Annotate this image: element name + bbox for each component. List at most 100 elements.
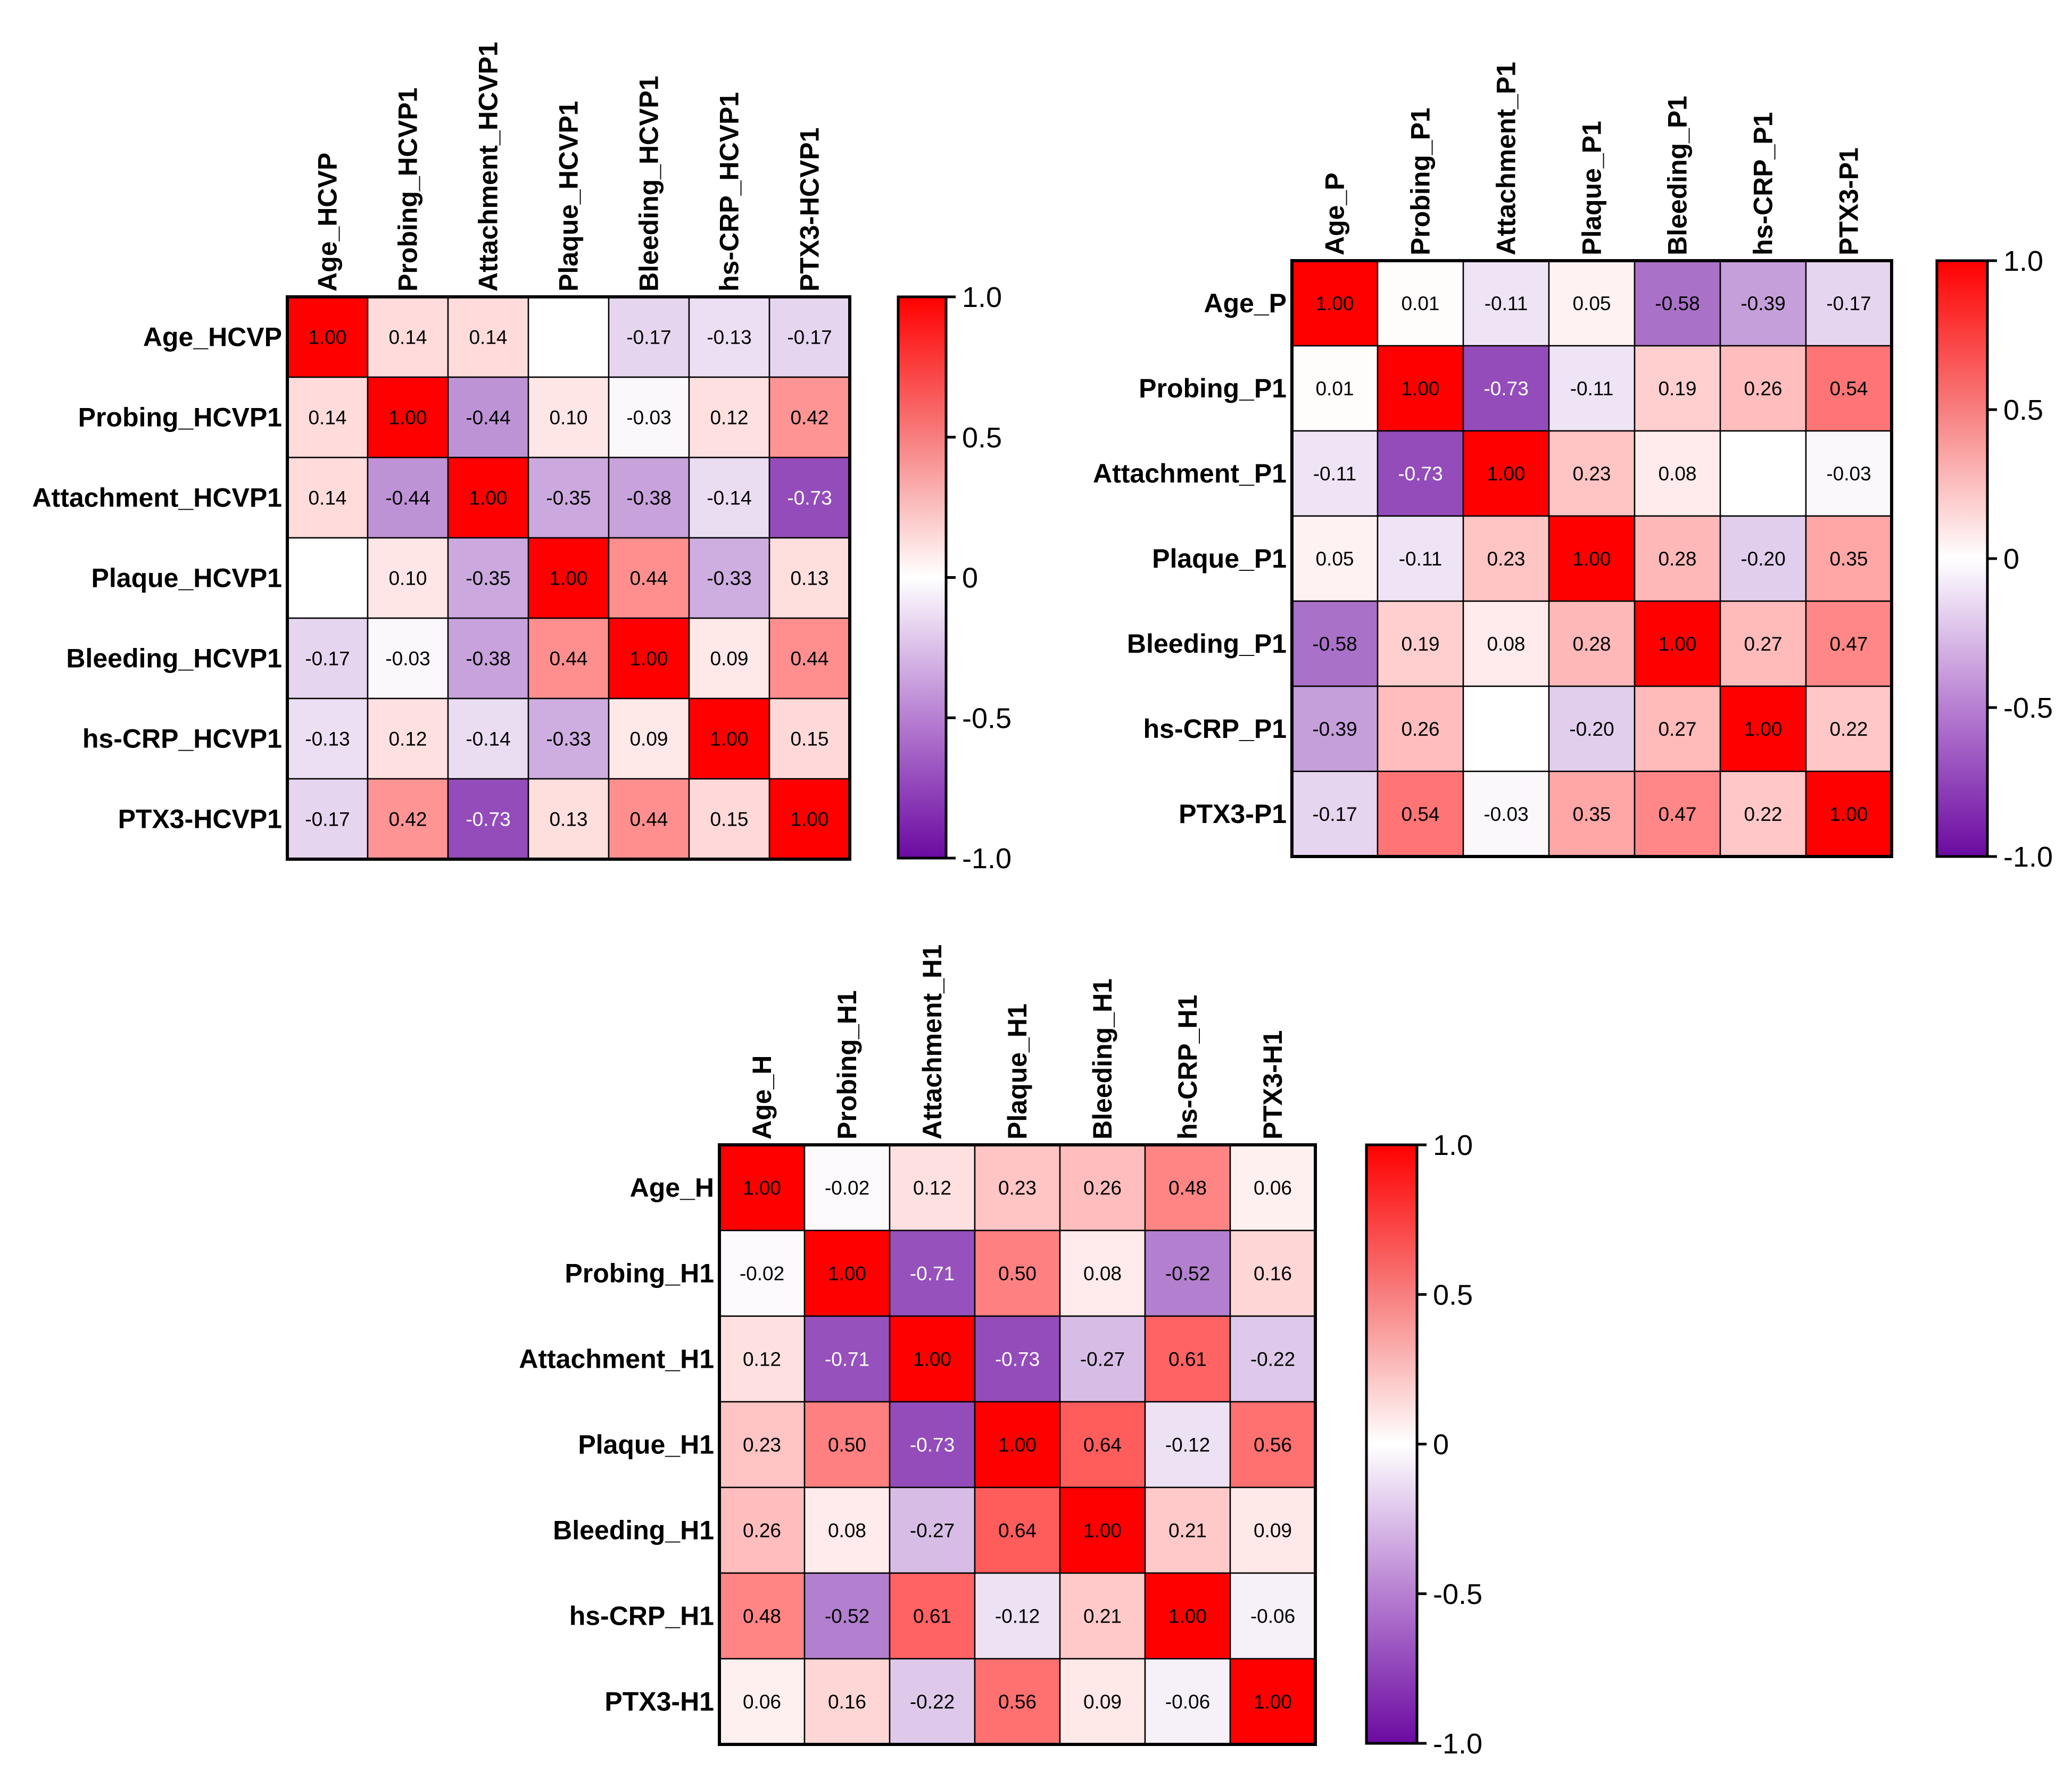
cell-value-label: -0.22 bbox=[1250, 1349, 1295, 1370]
cell-value-label: 0.56 bbox=[1254, 1434, 1292, 1456]
heatmap-hcvp: 1.00 0.14 0.14 -0.17 -0.13 -0.170.14 1.00 -0.44… bbox=[32, 41, 1012, 875]
cell-value-label: -0.35 bbox=[466, 568, 510, 589]
cell-value-label: -0.03 bbox=[385, 648, 430, 670]
row-label: hs-CRP_HCVP1 bbox=[82, 724, 282, 754]
cell-value-label: 0.50 bbox=[828, 1434, 866, 1456]
cell-value-label: 0.54 bbox=[1829, 378, 1868, 400]
column-label: hs-CRP_P1 bbox=[1748, 112, 1778, 255]
cell-value-label: -0.17 bbox=[1312, 803, 1357, 825]
colorbar-tick-label: -1.0 bbox=[2003, 841, 2053, 873]
cell-value-label: -0.73 bbox=[1483, 378, 1528, 400]
column-label: Bleeding_P1 bbox=[1663, 96, 1693, 255]
cell-value-label: 1.00 bbox=[388, 407, 427, 429]
cell-value-label: 0.61 bbox=[1168, 1349, 1207, 1370]
cell-value-label: 0.54 bbox=[1401, 803, 1439, 825]
row-label: Plaque_H1 bbox=[578, 1430, 714, 1460]
heatmap-cell bbox=[447, 456, 529, 539]
cell-value-label: -0.03 bbox=[1483, 803, 1528, 825]
cell-value-label: 0.09 bbox=[1083, 1691, 1122, 1713]
cell-value-label: 0.16 bbox=[828, 1691, 866, 1713]
cell-value-label: -0.71 bbox=[910, 1263, 955, 1285]
heatmap-cell bbox=[1462, 770, 1550, 858]
row-label: Attachment_H1 bbox=[519, 1344, 714, 1374]
heatmap-cell bbox=[1634, 685, 1721, 772]
cell-value-label: 1.00 bbox=[1254, 1691, 1292, 1713]
cell-value-label: 0.56 bbox=[998, 1691, 1037, 1713]
heatmap-p: 1.00 0.01 -0.11 0.05 -0.58 -0.39 -0.170.01 1.00… bbox=[1093, 62, 2053, 873]
heatmap-cell bbox=[367, 617, 449, 700]
row-label: Attachment_HCVP1 bbox=[32, 483, 282, 513]
heatmap-cell bbox=[1059, 1486, 1146, 1574]
heatmap-cell bbox=[1634, 345, 1721, 432]
cell-value-label: 0.47 bbox=[1829, 633, 1868, 655]
cell-value-label: 0.08 bbox=[1487, 633, 1525, 655]
heatmap-cell bbox=[803, 1144, 891, 1232]
heatmap-cell bbox=[1229, 1315, 1316, 1403]
row-label: Plaque_P1 bbox=[1152, 544, 1287, 573]
cell-value-label: 0.21 bbox=[1083, 1606, 1122, 1627]
heatmap-cell bbox=[803, 1229, 891, 1317]
heatmap-cell bbox=[688, 697, 770, 780]
cell-value-label: -0.22 bbox=[910, 1691, 955, 1713]
cell-value-label: -0.38 bbox=[626, 487, 671, 509]
cell-value-label: -0.14 bbox=[707, 487, 751, 509]
cell-value-label: 1.00 bbox=[629, 648, 668, 670]
colorbar bbox=[1935, 259, 1989, 858]
cell-value-label: -0.73 bbox=[995, 1349, 1040, 1370]
heatmap-cell bbox=[286, 296, 369, 378]
cell-value-label: -0.58 bbox=[1655, 293, 1700, 314]
cell-value-label: 0.14 bbox=[308, 487, 346, 509]
cell-value-label: -0.17 bbox=[626, 327, 671, 348]
heatmap-cell bbox=[1059, 1315, 1146, 1403]
row-label: Plaque_HCVP1 bbox=[92, 563, 282, 593]
heatmap-cell bbox=[768, 296, 851, 378]
column-label: Attachment_H1 bbox=[917, 944, 947, 1140]
column-label: Probing_HCVP1 bbox=[393, 88, 423, 292]
cell-value-label: -0.73 bbox=[1398, 463, 1443, 485]
cell-value-label: 0.06 bbox=[1254, 1177, 1292, 1199]
cell-value-label: -0.35 bbox=[546, 487, 591, 509]
heatmap-cell bbox=[608, 778, 690, 860]
heatmap-cell bbox=[1229, 1486, 1316, 1574]
cell-value-label: 0.23 bbox=[998, 1177, 1037, 1199]
cell-value-label: 0.35 bbox=[1829, 548, 1868, 570]
cell-value-label: -0.12 bbox=[995, 1606, 1040, 1627]
cell-value-label: -0.02 bbox=[740, 1263, 784, 1285]
cell-value-label: 0.44 bbox=[629, 809, 668, 830]
heatmap-cell bbox=[447, 697, 529, 780]
heatmap-cell bbox=[1548, 770, 1636, 858]
cell-value-label: -0.11 bbox=[1399, 548, 1443, 570]
cell-value-label: -0.38 bbox=[466, 648, 510, 670]
heatmap-cell bbox=[1548, 430, 1636, 517]
heatmap-cell bbox=[1377, 345, 1464, 432]
heatmap-cell bbox=[1144, 1658, 1231, 1745]
heatmap-cell bbox=[1719, 685, 1807, 772]
cell-value-label: -0.20 bbox=[1569, 718, 1614, 740]
row-label: Probing_HCVP1 bbox=[78, 403, 282, 433]
heatmap-cell bbox=[1229, 1229, 1316, 1317]
cell-value-label: -0.11 bbox=[1485, 293, 1528, 314]
cell-value-label: 0.44 bbox=[629, 568, 668, 589]
cell-value-label: -0.20 bbox=[1741, 548, 1785, 570]
column-label: Probing_H1 bbox=[832, 990, 862, 1140]
heatmap-cell bbox=[688, 537, 770, 619]
column-label: Age_P bbox=[1320, 172, 1350, 255]
cell-value-label: 1.00 bbox=[710, 728, 748, 750]
heatmap-cell bbox=[1719, 260, 1807, 347]
heatmap-cell bbox=[688, 778, 770, 860]
cell-value-label: 0.01 bbox=[1401, 293, 1439, 314]
cell-value-label: 0.50 bbox=[998, 1263, 1037, 1285]
heatmap-frame bbox=[286, 295, 851, 861]
cell-value-label: 1.00 bbox=[1829, 803, 1868, 825]
cell-value-label: 0.13 bbox=[790, 568, 828, 589]
cell-value-label: -0.13 bbox=[305, 728, 350, 750]
cell-value-label: 0.19 bbox=[1658, 378, 1696, 400]
cell-value-label: 0.14 bbox=[469, 327, 507, 348]
cell-value-label: 0.12 bbox=[710, 407, 748, 429]
heatmap-cell bbox=[768, 697, 851, 780]
cell-value-label: 0.08 bbox=[1658, 463, 1696, 485]
heatmap-cell bbox=[1634, 430, 1721, 517]
heatmap-cell bbox=[1805, 515, 1893, 602]
heatmap-cell bbox=[286, 537, 369, 619]
heatmap-cell bbox=[447, 537, 529, 619]
